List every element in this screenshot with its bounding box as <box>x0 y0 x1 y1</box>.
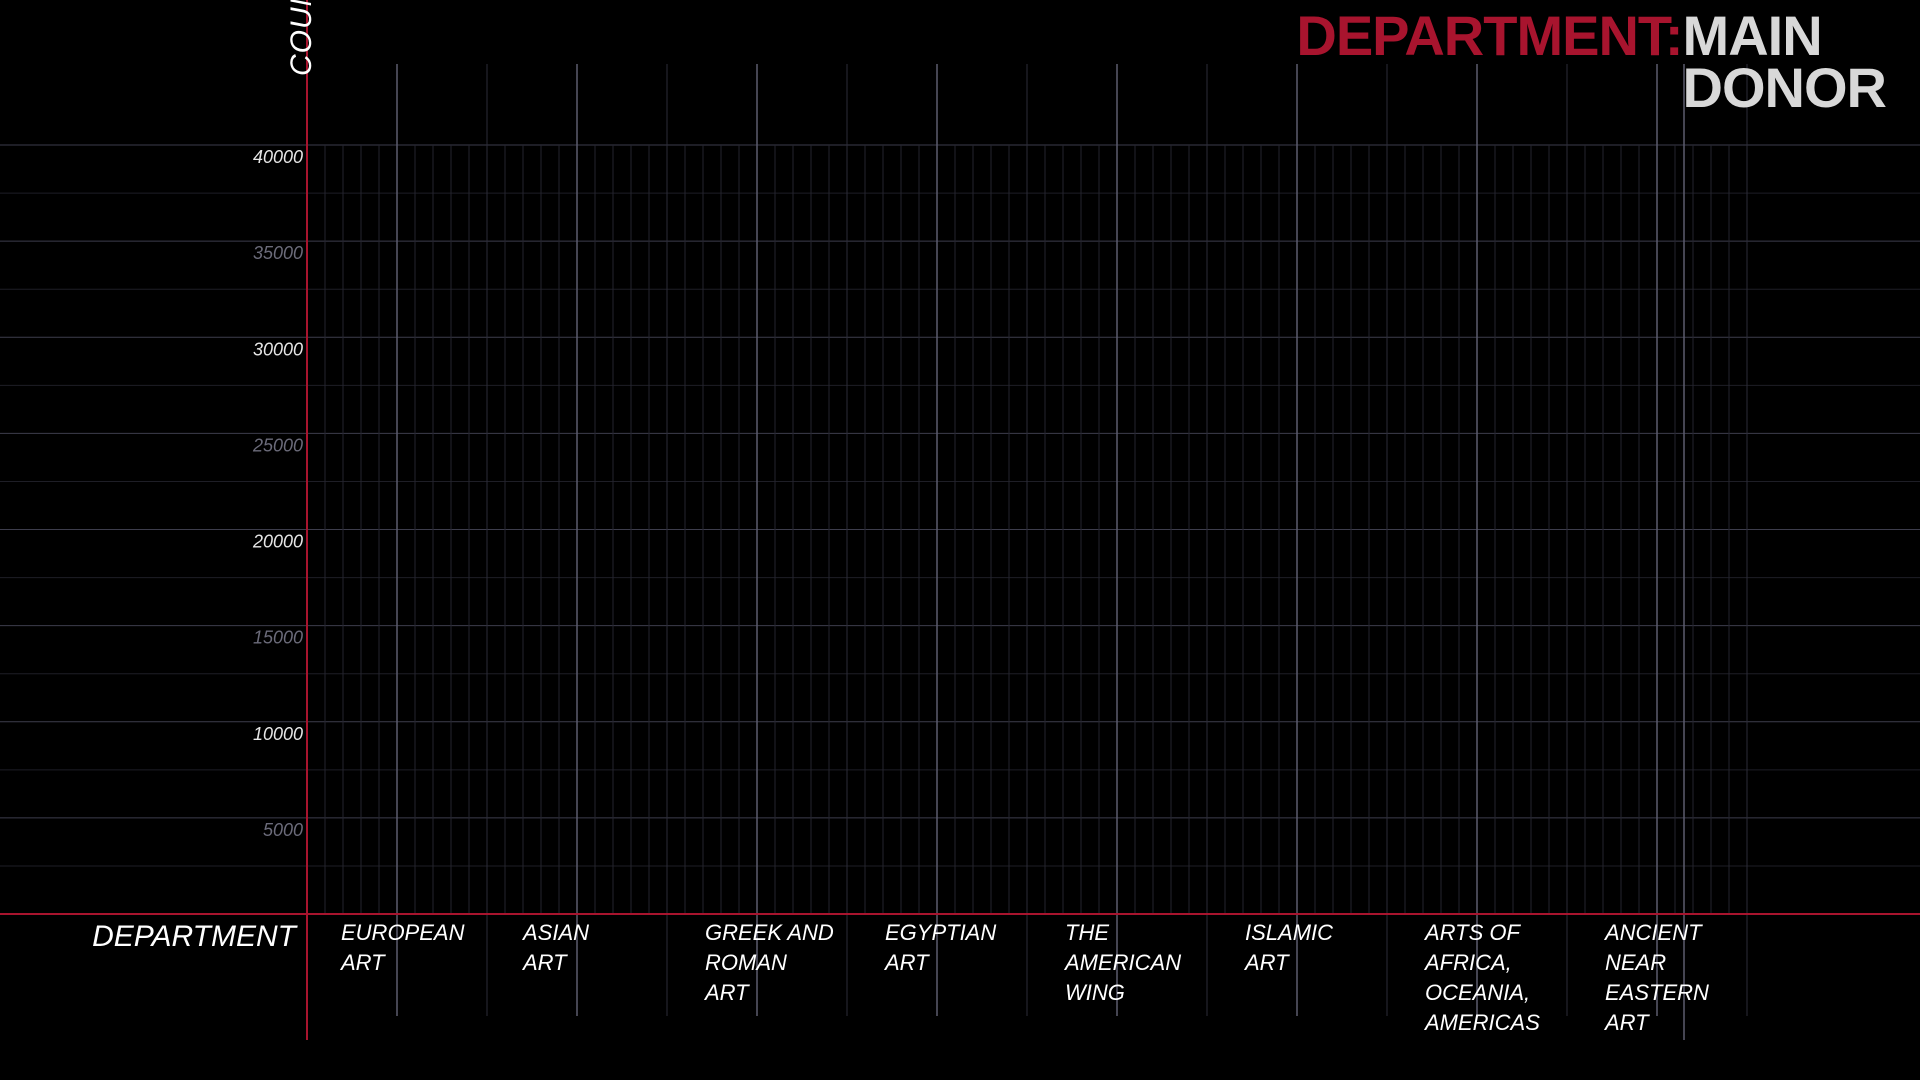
axes <box>0 0 1920 1040</box>
x-tick-label-line: ART <box>521 950 568 975</box>
title-prefix: DEPARTMENT: <box>1296 4 1683 67</box>
x-tick-label: EGYPTIAN ART <box>883 920 996 975</box>
y-tick-labels: 5000 10000 15000 20000 25000 30000 35000 40000 <box>252 147 303 840</box>
x-tick-label-line: EGYPTIAN <box>885 920 996 945</box>
title-main: MAIN DONOR <box>1682 4 1887 119</box>
x-tick-label: EUROPEAN ART <box>339 920 465 975</box>
y-tick-label: 20000 <box>252 532 303 552</box>
x-tick-label-line: ART <box>703 980 750 1005</box>
y-tick-label: 40000 <box>253 147 303 167</box>
x-tick-label-line: ANCIENT <box>1603 920 1703 945</box>
x-tick-label-line: ART <box>883 950 930 975</box>
x-tick-label-line: ART <box>1243 950 1290 975</box>
x-tick-label-line: OCEANIA, <box>1425 980 1530 1005</box>
chart-title: DEPARTMENT: MAIN DONOR <box>1296 4 1887 119</box>
x-tick-label-line: ASIAN <box>521 920 589 945</box>
x-tick-label-line: EASTERN <box>1605 980 1709 1005</box>
x-tick-label-line: AMERICAS <box>1423 1010 1540 1035</box>
x-tick-label-line: EUROPEAN <box>341 920 465 945</box>
y-tick-label: 30000 <box>253 339 303 359</box>
title-line-2: DONOR <box>1682 56 1887 119</box>
x-tick-label-line: AMERICAN <box>1063 950 1181 975</box>
x-tick-label: ASIAN ART <box>521 920 589 975</box>
x-tick-label-line: GREEK AND <box>705 920 834 945</box>
x-tick-label: ANCIENT NEAR EASTERN ART <box>1603 920 1709 1035</box>
x-tick-label: GREEK AND ROMAN ART <box>703 920 834 1005</box>
x-tick-label-line: ROMAN <box>705 950 787 975</box>
title-line-1: MAIN <box>1682 4 1823 67</box>
x-tick-label: THE AMERICAN WING <box>1063 920 1181 1005</box>
y-tick-label: 15000 <box>253 628 303 648</box>
y-tick-label: 10000 <box>253 724 303 744</box>
x-tick-label: ISLAMIC ART <box>1243 920 1333 975</box>
x-tick-label: ARTS OF AFRICA, OCEANIA, AMERICAS <box>1423 920 1540 1035</box>
x-tick-label-line: ARTS OF <box>1423 920 1522 945</box>
y-tick-label: 5000 <box>263 820 303 840</box>
x-tick-label-line: ART <box>339 950 386 975</box>
x-tick-label-line: WING <box>1065 980 1125 1005</box>
grid-lines <box>0 64 1920 1040</box>
x-tick-label-line: ART <box>1603 1010 1650 1035</box>
y-axis-label: COUNTS <box>285 0 318 76</box>
y-tick-label: 25000 <box>252 435 303 455</box>
x-tick-label-line: NEAR <box>1605 950 1666 975</box>
x-tick-label-line: ISLAMIC <box>1245 920 1333 945</box>
x-axis-label: DEPARTMENT <box>92 920 296 953</box>
y-tick-label: 35000 <box>253 243 303 263</box>
x-tick-label-line: THE <box>1065 920 1109 945</box>
x-tick-label-line: AFRICA, <box>1423 950 1512 975</box>
